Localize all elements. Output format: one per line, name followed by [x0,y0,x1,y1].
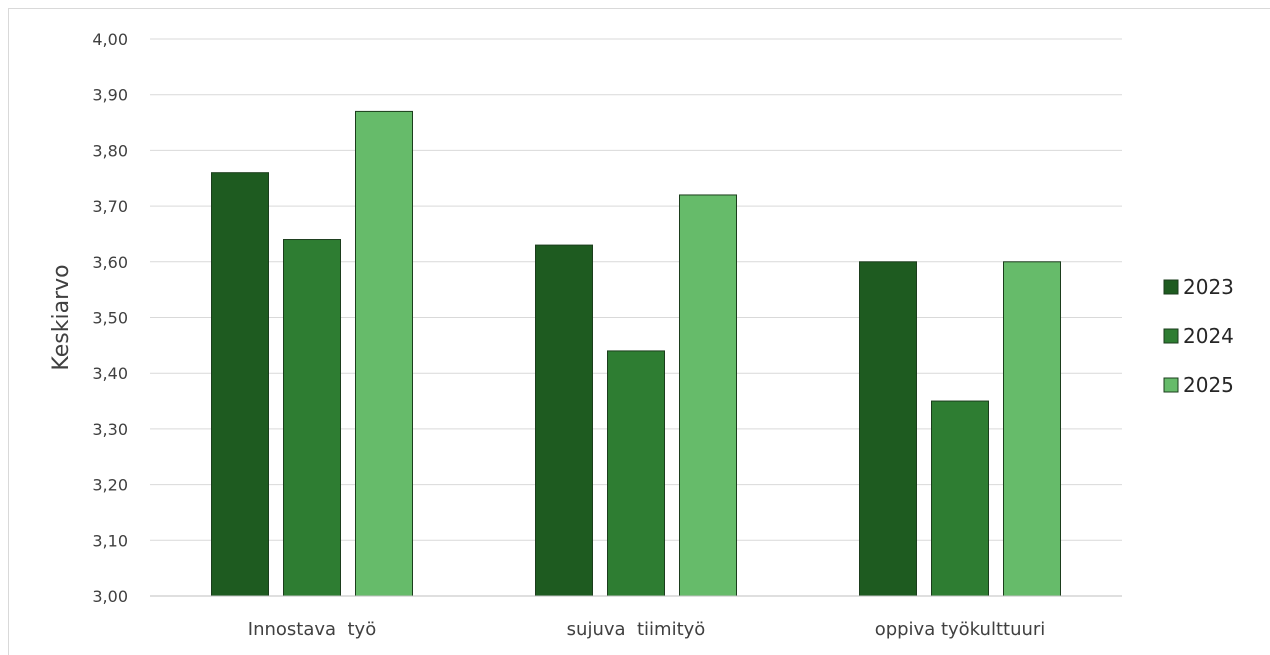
legend: 2023 2024 2025 [1163,275,1234,397]
legend-label-2025: 2025 [1183,373,1234,397]
y-tick-label: 3,70 [92,197,128,216]
legend-label-2024: 2024 [1183,324,1234,348]
x-axis-category-labels: Innostava työ sujuva tiimityö oppiva työku… [248,619,1046,640]
bar-2024-2 [931,400,989,597]
y-axis-label: Keskiarvo [49,264,74,370]
bar-2023-2 [859,261,917,597]
bar-2025-1 [679,194,737,597]
y-tick-label: 3,80 [92,141,128,160]
y-tick-label: 3,90 [92,86,128,105]
y-tick-label: 3,20 [92,476,128,495]
legend-label-2023: 2023 [1183,275,1234,299]
chart-frame [8,8,1270,655]
legend-swatch-2024 [1163,328,1179,344]
bar-2025-2 [1003,261,1061,597]
y-axis-tick-labels: 3,00 3,10 3,20 3,30 3,40 3,50 3,60 3,70 3,80 3,90… [92,30,128,606]
y-tick-label: 3,60 [92,253,128,272]
y-tick-label: 3,40 [92,364,128,383]
bars [211,110,1061,597]
bar-2025-0 [355,110,413,597]
legend-swatch-2025 [1163,377,1179,393]
bar-2024-1 [607,350,665,597]
y-tick-label: 4,00 [92,30,128,49]
x-category-label: oppiva työkulttuuri [875,619,1046,640]
y-tick-label: 3,00 [92,587,128,606]
legend-swatch-2023 [1163,279,1179,295]
y-tick-label: 3,10 [92,531,128,550]
x-category-label: sujuva tiimityö [567,619,706,640]
bar-2024-0 [283,239,341,597]
y-tick-label: 3,50 [92,309,128,328]
x-category-label: Innostava työ [248,619,376,640]
y-tick-label: 3,30 [92,420,128,439]
bar-2023-0 [211,172,269,597]
bar-2023-1 [535,244,593,597]
